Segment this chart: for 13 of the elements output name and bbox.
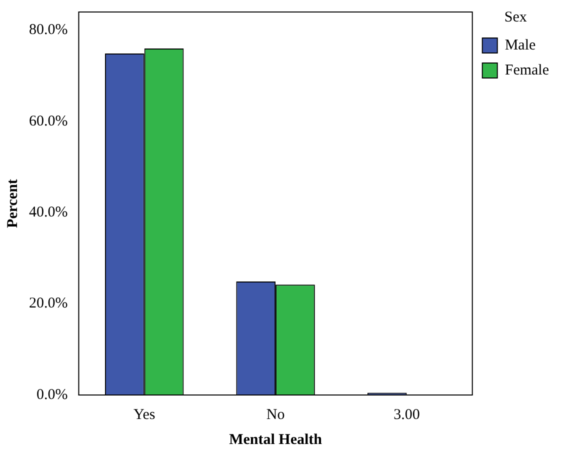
x-tick-label: No bbox=[266, 406, 285, 423]
y-tick-label: 60.0% bbox=[28, 113, 68, 130]
y-tick-label: 0.0% bbox=[36, 386, 68, 403]
y-tick-label: 40.0% bbox=[28, 204, 68, 221]
legend-title: Sex bbox=[504, 9, 528, 26]
x-tick-label: Yes bbox=[133, 406, 156, 423]
x-axis-title: Mental Health bbox=[229, 432, 323, 448]
legend-label: Male bbox=[504, 37, 536, 54]
legend-label: Female bbox=[504, 62, 550, 78]
y-tick-label: 20.0% bbox=[28, 296, 68, 312]
y-tick-label: 80.0% bbox=[28, 22, 68, 38]
y-axis-title: Percent bbox=[4, 179, 21, 228]
x-tick-label: 3.00 bbox=[394, 406, 420, 423]
